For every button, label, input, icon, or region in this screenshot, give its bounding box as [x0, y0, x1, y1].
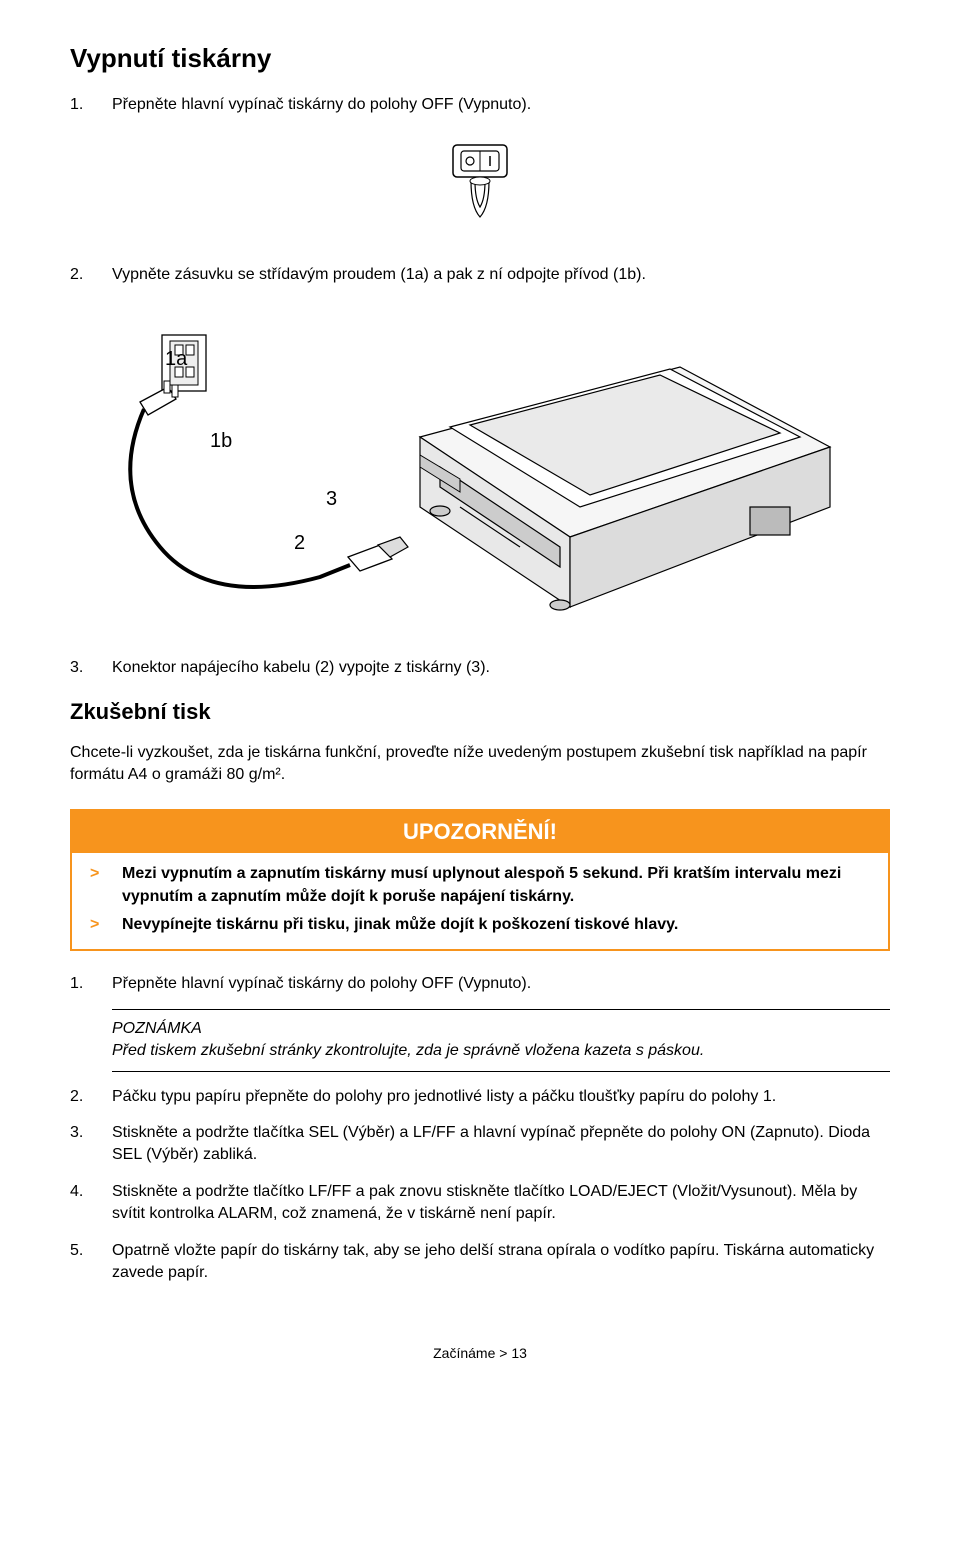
step-text: Opatrně vložte papír do tiskárny tak, ab… — [112, 1240, 890, 1285]
page-footer: Začínáme > 13 — [70, 1344, 890, 1364]
step: 1.Přepněte hlavní vypínač tiskárny do po… — [70, 973, 890, 995]
warning-text: Nevypínejte tiskárnu při tisku, jinak mů… — [122, 914, 870, 936]
step-number: 1. — [70, 973, 112, 995]
warning-marker: > — [90, 914, 122, 936]
diagram-label-3: 3 — [326, 485, 337, 513]
step-1: 1. Přepněte hlavní vypínač tiskárny do p… — [70, 94, 890, 116]
step: 2.Páčku typu papíru přepněte do polohy p… — [70, 1086, 890, 1108]
step-number: 1. — [70, 94, 112, 116]
warning-item: >Mezi vypnutím a zapnutím tiskárny musí … — [90, 863, 870, 908]
step-3: 3. Konektor napájecího kabelu (2) vypojt… — [70, 657, 890, 679]
step-number: 5. — [70, 1240, 112, 1285]
note-label: POZNÁMKA — [112, 1018, 890, 1040]
step-number: 4. — [70, 1181, 112, 1226]
step-text: Stiskněte a podržte tlačítko LF/FF a pak… — [112, 1181, 890, 1226]
step-text: Vypněte zásuvku se střídavým proudem (1a… — [112, 264, 890, 286]
step-number: 2. — [70, 264, 112, 286]
warning-text: Mezi vypnutím a zapnutím tiskárny musí u… — [122, 863, 870, 908]
switch-illustration — [70, 137, 890, 234]
step-2: 2. Vypněte zásuvku se střídavým proudem … — [70, 264, 890, 286]
warning-marker: > — [90, 863, 122, 908]
step-number: 3. — [70, 1122, 112, 1167]
warning-body: >Mezi vypnutím a zapnutím tiskárny musí … — [72, 853, 888, 948]
diagram-label-1b: 1b — [210, 427, 232, 455]
warning-header: UPOZORNĚNÍ! — [72, 811, 888, 854]
step-text: Přepněte hlavní vypínač tiskárny do polo… — [112, 94, 890, 116]
step-text: Přepněte hlavní vypínač tiskárny do polo… — [112, 973, 890, 995]
warning-box: UPOZORNĚNÍ! >Mezi vypnutím a zapnutím ti… — [70, 809, 890, 951]
step: 4.Stiskněte a podržte tlačítko LF/FF a p… — [70, 1181, 890, 1226]
step: 5.Opatrně vložte papír do tiskárny tak, … — [70, 1240, 890, 1285]
step-number: 3. — [70, 657, 112, 679]
step: 3.Stiskněte a podržte tlačítka SEL (Výbě… — [70, 1122, 890, 1167]
step-text: Konektor napájecího kabelu (2) vypojte z… — [112, 657, 890, 679]
warning-item: >Nevypínejte tiskárnu při tisku, jinak m… — [90, 914, 870, 936]
printer-diagram: 1a 1b 3 2 — [70, 307, 890, 627]
step-text: Stiskněte a podržte tlačítka SEL (Výběr)… — [112, 1122, 890, 1167]
section1-title: Vypnutí tiskárny — [70, 40, 890, 76]
diagram-label-1a: 1a — [165, 345, 187, 373]
note-block: POZNÁMKAPřed tiskem zkušební stránky zko… — [112, 1009, 890, 1072]
note-text: Před tiskem zkušební stránky zkontrolujt… — [112, 1040, 890, 1062]
diagram-label-2: 2 — [294, 529, 305, 557]
section2-intro: Chcete-li vyzkoušet, zda je tiskárna fun… — [70, 742, 890, 787]
step-number: 2. — [70, 1086, 112, 1108]
step-text: Páčku typu papíru přepněte do polohy pro… — [112, 1086, 890, 1108]
section2-title: Zkušební tisk — [70, 697, 890, 728]
